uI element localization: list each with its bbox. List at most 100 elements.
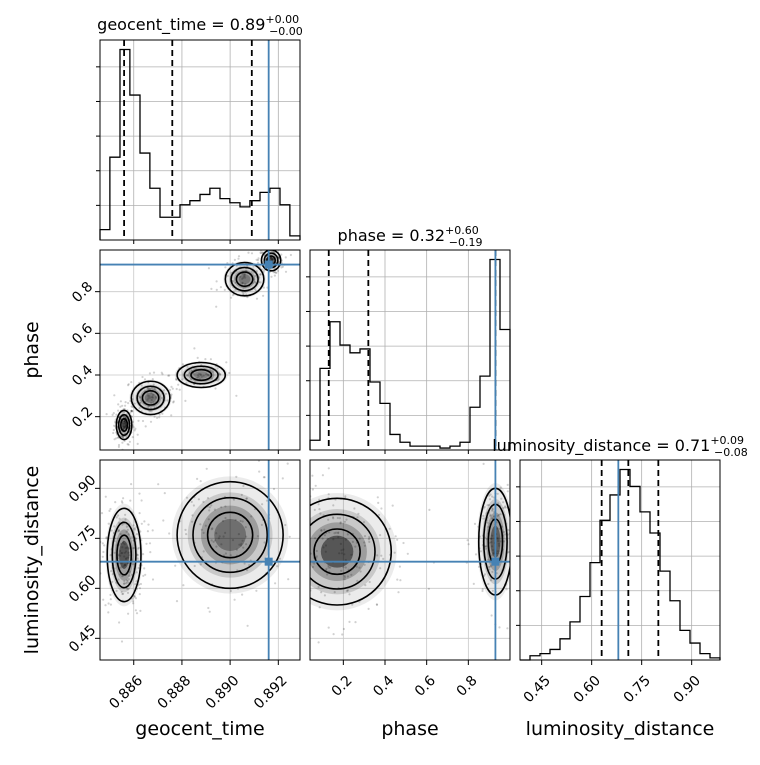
contour-0-2 xyxy=(116,534,133,576)
sample-point xyxy=(328,531,331,534)
sample-point xyxy=(357,512,360,515)
sample-point xyxy=(241,520,244,523)
sample-point xyxy=(355,565,358,568)
sample-point xyxy=(482,457,484,459)
sample-point xyxy=(122,435,125,438)
sample-point xyxy=(327,467,330,470)
density-shade-1-1 xyxy=(135,384,167,412)
sample-point xyxy=(338,552,341,555)
sample-point xyxy=(394,535,397,538)
sample-point xyxy=(488,498,492,501)
sample-point xyxy=(186,374,189,377)
sample-point xyxy=(151,529,154,532)
sample-point xyxy=(375,603,379,606)
sample-point xyxy=(126,546,129,549)
sample-point xyxy=(152,401,155,404)
sample-point xyxy=(368,580,371,584)
sample-point xyxy=(125,525,128,528)
sample-point xyxy=(314,484,317,487)
sample-point xyxy=(120,590,123,594)
sample-point xyxy=(107,522,110,525)
sample-point xyxy=(167,374,170,377)
sample-point xyxy=(340,549,343,552)
sample-point xyxy=(244,276,247,279)
sample-point xyxy=(504,506,507,509)
sample-point xyxy=(160,396,164,400)
sample-point xyxy=(484,545,487,548)
sample-point xyxy=(319,512,322,515)
sample-point xyxy=(202,531,205,535)
sample-point xyxy=(168,374,171,377)
sample-point xyxy=(111,413,114,416)
sample-point xyxy=(202,550,205,553)
sample-point xyxy=(294,503,296,505)
sample-point xyxy=(127,533,130,536)
sample-point xyxy=(226,262,229,265)
sample-point xyxy=(123,564,126,567)
sample-point xyxy=(223,288,226,291)
sample-point xyxy=(262,476,265,479)
sample-point xyxy=(196,356,199,359)
sample-point xyxy=(172,401,175,404)
sample-point xyxy=(252,265,255,268)
sample-point xyxy=(215,532,218,535)
density-shade-1-0 xyxy=(477,483,510,601)
sample-point xyxy=(123,551,126,554)
sample-point xyxy=(222,535,225,538)
sample-point xyxy=(147,523,150,526)
xlabel-geocent-time: geocent_time xyxy=(135,718,264,740)
sample-point xyxy=(485,545,488,548)
sample-point xyxy=(163,492,166,495)
sample-point xyxy=(335,531,338,534)
sample-point xyxy=(482,462,485,465)
sample-point xyxy=(200,375,203,378)
sample-point xyxy=(345,589,349,593)
sample-point xyxy=(491,517,494,520)
contour-1-1 xyxy=(192,496,269,574)
sample-point xyxy=(270,275,273,278)
sample-point xyxy=(303,556,305,558)
sample-point xyxy=(326,573,329,576)
sample-point xyxy=(161,412,164,415)
sample-point xyxy=(245,497,248,500)
sample-point xyxy=(338,517,341,520)
contour-1-0 xyxy=(176,480,284,590)
xtick-label-luminosity-distance-1: 0.60 xyxy=(571,673,604,706)
sample-point xyxy=(474,553,478,556)
sample-point xyxy=(151,378,154,381)
sample-point xyxy=(321,537,324,540)
sample-point xyxy=(289,253,292,257)
sample-point xyxy=(283,246,285,248)
sample-point xyxy=(332,538,335,541)
sample-point xyxy=(269,248,271,250)
sample-point xyxy=(181,363,184,366)
sample-point xyxy=(504,505,507,508)
sample-point xyxy=(221,519,225,523)
sample-point xyxy=(121,592,124,596)
contour-1-0 xyxy=(130,380,171,416)
sample-point xyxy=(343,576,347,579)
sample-point xyxy=(287,478,289,480)
sample-point xyxy=(496,538,499,541)
sample-point xyxy=(127,556,130,559)
sample-point xyxy=(489,537,492,540)
sample-point xyxy=(119,573,122,576)
sample-point xyxy=(144,573,147,576)
sample-point xyxy=(281,265,284,268)
sample-point xyxy=(348,593,351,596)
sample-point xyxy=(343,520,346,523)
sample-point xyxy=(302,499,304,501)
sample-point xyxy=(162,519,165,522)
sample-point xyxy=(121,436,125,439)
sample-point xyxy=(288,504,290,506)
sample-point xyxy=(207,518,210,521)
sample-point xyxy=(199,373,202,376)
sample-point xyxy=(490,537,493,540)
sample-point xyxy=(235,394,238,397)
sample-point xyxy=(229,554,232,557)
sample-point xyxy=(124,401,127,404)
sample-point xyxy=(186,373,189,377)
joint-content-geocent-time-luminosity-distance xyxy=(100,460,300,660)
titles-layer: geocent_time = 0.89+0.00 −0.00 phase = 0.… xyxy=(97,13,748,459)
sample-point xyxy=(344,566,347,569)
